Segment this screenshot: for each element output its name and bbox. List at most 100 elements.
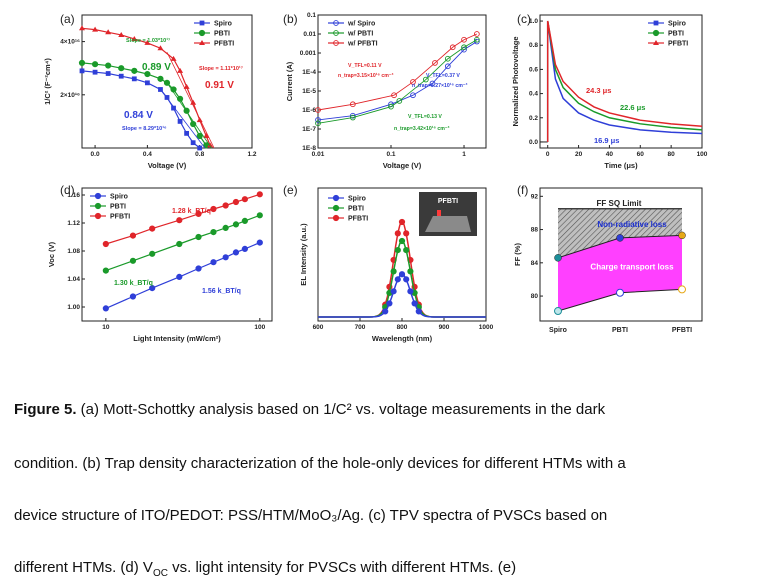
c-legend-marker <box>653 40 659 45</box>
d-legend-marker <box>94 202 102 210</box>
b-series-line <box>317 39 478 124</box>
e-legend-marker <box>332 204 340 212</box>
a-marker <box>144 70 151 78</box>
a-marker <box>131 35 138 41</box>
e-inset-label: PFBTI <box>438 198 458 205</box>
a-marker <box>171 105 176 111</box>
a-ylabel: 1/C² (F⁻²cm⁴) <box>43 58 52 105</box>
c-frame <box>539 14 703 149</box>
f-category-label: PBTI <box>612 327 628 334</box>
f-annotation: Charge transport loss <box>590 262 674 271</box>
d-series-line <box>105 214 261 272</box>
e-series-line <box>318 220 486 318</box>
e-marker <box>403 230 410 237</box>
caption-line-3: device structure of ITO/PEDOT: PSS/HTM/M… <box>14 507 608 524</box>
panel-a: (a) 0.0 0.4 0.8 1.2 2×10¹⁶ 4×10¹⁶ Voltage (V) 1/… <box>43 12 257 170</box>
d-frame <box>81 187 273 322</box>
d-marker <box>241 217 248 224</box>
e-marker <box>394 276 401 283</box>
d-marker <box>176 217 183 224</box>
e-legend-marker <box>332 214 340 222</box>
c-ylabel: Normalized Photovoltage <box>511 36 520 126</box>
b-marker <box>444 63 451 70</box>
panel-b: (b) 0.01 0.1 1 0.1 0.01 0.001 1E-4 1E-5 1E-6 1E-7 1… <box>283 12 487 170</box>
c-series-line <box>546 20 703 142</box>
b-marker <box>315 120 321 127</box>
caption-text-1: (a) Mott-Schottky analysis based on 1/C²… <box>76 401 606 418</box>
f-category-label: Spiro <box>549 327 567 334</box>
a-marker <box>105 62 112 69</box>
d-xtick-label: 10 <box>102 324 110 331</box>
a-ytick-label: 4×10¹⁶ <box>60 39 80 46</box>
b-series-line <box>317 33 478 111</box>
panel-d: (d) 10 100 1.00 1.04 1.08 1.12 1.16 Light Intens… <box>47 183 273 343</box>
b-marker <box>388 103 394 110</box>
d-annotation: 1.30 k_BT/q <box>114 280 153 287</box>
e-marker <box>398 237 406 245</box>
a-marker <box>170 55 177 61</box>
b-marker <box>461 36 467 43</box>
b-marker <box>474 36 480 43</box>
caption-voc-sub: OC <box>152 568 168 579</box>
c-xtick-label: 100 <box>697 151 708 158</box>
e-legend-marker <box>332 194 340 202</box>
e-marker <box>394 230 401 237</box>
d-legend-label: PFBTI <box>110 214 130 221</box>
a-ytick-label: 2×10¹⁶ <box>60 92 80 99</box>
a-marker <box>190 140 196 146</box>
a-marker <box>203 133 210 139</box>
d-marker <box>195 210 202 217</box>
d-legend-label: PBTI <box>110 204 126 211</box>
b-marker <box>432 60 438 66</box>
f-transport-region <box>558 235 682 312</box>
d-marker <box>222 202 229 209</box>
d-marker <box>232 249 240 256</box>
c-legend-label: Spiro <box>668 21 686 28</box>
e-marker <box>398 271 406 278</box>
c-series-line <box>546 20 703 142</box>
d-marker <box>210 259 217 266</box>
d-marker <box>195 265 202 272</box>
e-label: (e) <box>283 183 298 197</box>
d-label: (d) <box>60 183 75 197</box>
c-legend-marker <box>652 29 660 37</box>
b-annotation: V_TFL=0.37 V <box>426 73 460 79</box>
c-legend-label: PBTI <box>668 31 684 38</box>
d-marker <box>102 240 109 248</box>
b-legend-label: w/ PFBTI <box>347 41 378 48</box>
a-legend-label: Spiro <box>214 21 232 28</box>
f-frame <box>539 187 703 322</box>
e-legend-label: PBTI <box>348 206 364 213</box>
c-xtick-label: 20 <box>575 151 583 158</box>
a-xtick-label: 0.4 <box>143 151 152 158</box>
d-marker <box>102 305 109 312</box>
a-marker <box>157 45 164 51</box>
b-marker <box>429 80 436 87</box>
b-marker <box>391 92 397 99</box>
a-marker <box>105 29 112 35</box>
b-ytick-label: 1E-5 <box>302 88 316 95</box>
b-ytick-label: 1E-6 <box>302 107 316 114</box>
f-marker-lower <box>554 307 562 316</box>
b-marker <box>410 79 416 85</box>
c-annotation: 22.6 μs <box>620 103 645 112</box>
e-xtick-label: 1000 <box>479 324 494 331</box>
e-xlabel: Wavelength (nm) <box>372 334 433 343</box>
a-marker <box>105 71 111 76</box>
a-xlabel: Voltage (V) <box>148 161 187 170</box>
c-ytick-label: 1.0 <box>529 18 538 25</box>
e-marker <box>407 268 414 275</box>
d-annotation: 1.56 k_BT/q <box>202 288 241 295</box>
d-marker <box>176 273 183 280</box>
b-marker <box>461 44 467 51</box>
e-legend-label: Spiro <box>348 196 366 203</box>
a-marker <box>207 142 214 148</box>
f-ytick-label: 84 <box>531 260 539 267</box>
c-ytick-label: 0.4 <box>529 91 538 98</box>
e-marker <box>386 300 393 307</box>
c-ytick-label: 0.8 <box>529 42 538 49</box>
f-ytick-label: 88 <box>531 227 539 234</box>
a-legend-label: PFBTI <box>214 41 234 48</box>
d-marker <box>210 205 217 213</box>
d-marker <box>129 257 137 264</box>
